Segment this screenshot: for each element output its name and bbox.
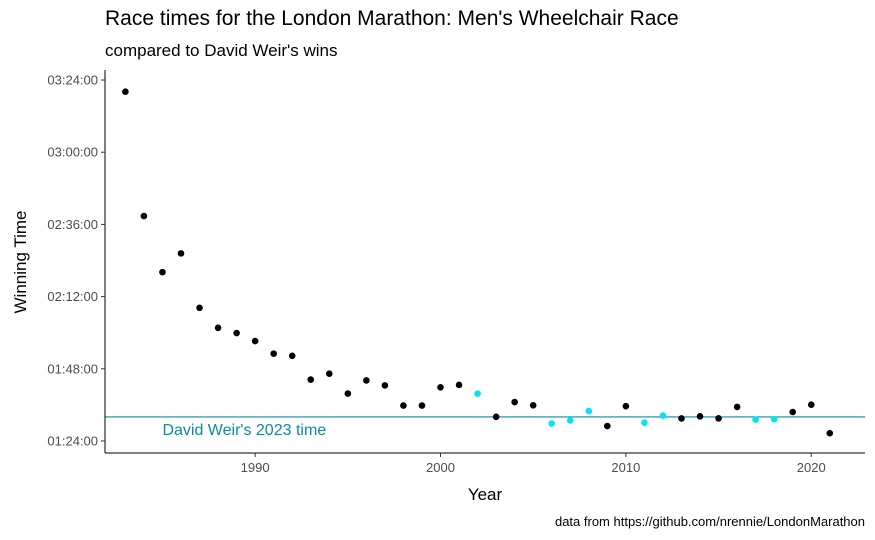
winner-point (455, 381, 463, 389)
winner-point (696, 413, 704, 420)
winner-point (789, 408, 797, 416)
reference-line-label: David Weir's 2023 time (162, 422, 326, 439)
weir-win-point (474, 390, 481, 397)
y-tick-label: 01:24:00 (47, 433, 98, 448)
y-axis-ticks: 01:24:00 01:48:00 02:12:00 02:36:00 03:00:00… (47, 73, 105, 448)
weir-win-point (566, 417, 574, 424)
weir-win-point (548, 420, 556, 427)
weir-win-point (641, 419, 648, 426)
winner-point (437, 384, 444, 391)
winner-point (381, 382, 389, 389)
winner-point (196, 304, 203, 312)
winner-point (307, 376, 315, 383)
winner-point (270, 350, 277, 357)
winner-point (826, 429, 834, 437)
x-tick-label: 1990 (241, 460, 270, 475)
y-tick-label: 02:12:00 (47, 289, 98, 304)
winner-point (251, 337, 259, 345)
winner-point (325, 370, 333, 377)
y-axis-title: Winning Time (11, 211, 30, 314)
winner-point (214, 324, 222, 332)
plot-area: David Weir's 2023 time (105, 88, 865, 439)
winner-point (140, 212, 148, 220)
weir-win-point (752, 416, 759, 423)
weir-win-point (585, 407, 593, 415)
x-tick-label: 2000 (426, 460, 455, 475)
winner-point (511, 398, 518, 406)
chart-title: Race times for the London Marathon: Men'… (105, 7, 679, 30)
winner-point (159, 268, 166, 276)
winner-point (529, 402, 537, 409)
winner-point (678, 415, 685, 422)
winner-point (733, 403, 741, 411)
winner-point (400, 402, 407, 409)
weir-win-point (659, 412, 667, 419)
winner-point (177, 250, 185, 257)
weir-win-point (770, 415, 778, 423)
winner-point (807, 401, 815, 408)
y-tick-label: 03:00:00 (47, 145, 98, 160)
winner-point (715, 415, 722, 422)
data-points (122, 88, 834, 437)
winner-point (344, 390, 352, 397)
winner-point (604, 422, 611, 430)
x-tick-label: 2020 (797, 460, 826, 475)
winner-point (622, 402, 630, 410)
x-axis-ticks: 1990 2000 2010 2020 (241, 453, 826, 475)
winner-point (363, 377, 370, 384)
data-source-caption: data from https://github.com/nrennie/Lon… (554, 514, 865, 529)
winner-point (288, 352, 296, 360)
chart-subtitle: compared to David Weir's wins (105, 41, 338, 60)
x-axis-title: Year (468, 485, 503, 504)
winner-point (492, 413, 500, 421)
y-tick-label: 01:48:00 (47, 361, 98, 376)
winner-point (233, 329, 240, 337)
y-tick-label: 02:36:00 (47, 217, 98, 232)
x-tick-label: 2010 (611, 460, 640, 475)
y-tick-label: 03:24:00 (47, 73, 98, 88)
winner-point (122, 88, 129, 96)
winner-point (418, 402, 426, 409)
